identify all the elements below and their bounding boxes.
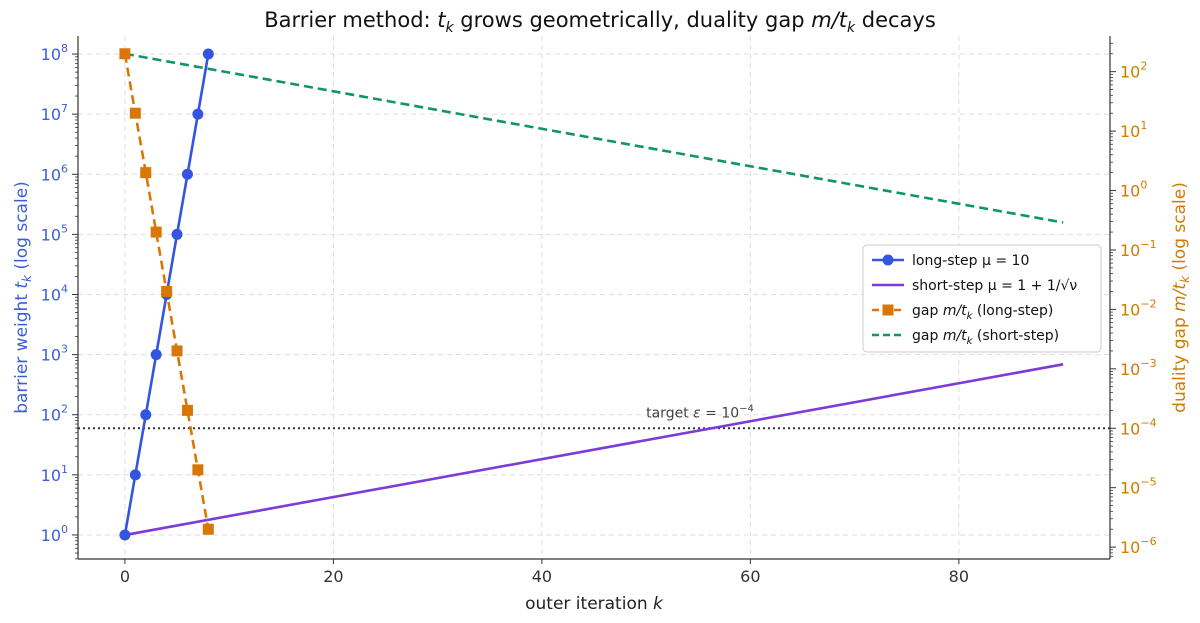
- gap-long-step-point: [140, 167, 152, 179]
- x-tick-label: 60: [740, 567, 760, 586]
- legend-marker-gap-long-step: [882, 304, 894, 316]
- gap-long-step-point: [129, 107, 141, 119]
- y-right-tick-label: 101: [1120, 119, 1147, 141]
- long-step-point: [192, 108, 204, 120]
- long-step-point: [140, 409, 152, 421]
- x-tick-label: 20: [323, 567, 343, 586]
- plot-area: target ε = 10−4: [78, 48, 1110, 541]
- y-right-tick-label: 10−1: [1120, 238, 1157, 260]
- y-right-axis-label: duality gap m/tk (log scale): [1170, 182, 1192, 413]
- y-right-tick-label: 10−6: [1120, 535, 1157, 557]
- legend-label-gap_short: gap m/tk (short-step): [912, 328, 1059, 347]
- legend: long-step μ = 10 short-step μ = 1 + 1/√ν g…: [862, 244, 1102, 353]
- y-right-tick-label: 10−5: [1120, 476, 1157, 498]
- x-tick-label: 80: [949, 567, 969, 586]
- y-left-tick-label: 103: [41, 343, 68, 365]
- gap-long-step-point: [171, 345, 183, 357]
- y-right-tick-label: 102: [1120, 60, 1147, 82]
- y-left-tick-label: 104: [41, 282, 68, 304]
- gap-long-step-point: [202, 523, 214, 535]
- labels: Barrier method: tk grows geometrically, …: [12, 8, 1192, 614]
- long-step-point: [150, 349, 162, 361]
- long-step-point: [119, 529, 131, 541]
- y-right-tick-label: 100: [1120, 179, 1147, 201]
- legend-marker-long-step: [882, 254, 894, 266]
- x-axis-label: outer iteration k: [525, 594, 664, 614]
- gap-long-step-point: [192, 464, 204, 476]
- y-left-tick-label: 101: [41, 463, 68, 485]
- legend-label-short: short-step μ = 1 + 1/√ν: [912, 278, 1077, 294]
- y-right-tick-label: 10−3: [1120, 357, 1157, 379]
- legend-box: [862, 244, 1102, 353]
- chart-title: Barrier method: tk grows geometrically, …: [264, 8, 936, 36]
- x-tick-label: 40: [532, 567, 552, 586]
- gap-long-step-point: [150, 226, 162, 238]
- long-step-point: [129, 469, 141, 481]
- long-step-point: [181, 168, 193, 180]
- legend-label-gap_long: gap m/tk (long-step): [912, 303, 1053, 322]
- gap-long-step-point: [161, 285, 173, 297]
- y-left-tick-label: 107: [41, 102, 68, 124]
- legend-label-long: long-step μ = 10: [912, 253, 1029, 269]
- series-short-step: [124, 363, 1064, 537]
- gap-long-step-point: [181, 404, 193, 416]
- y-left-tick-label: 108: [41, 42, 68, 64]
- y-left-tick-label: 105: [41, 222, 68, 244]
- y-left-axis-label: barrier weight tk (log scale): [12, 181, 34, 414]
- y-right-tick-label: 10−4: [1120, 416, 1157, 438]
- gap-long-step-point: [119, 48, 131, 60]
- axes: 0 20 40 60 80 100 101 102 103 104 105 106 107 108 10−6…: [41, 36, 1157, 586]
- y-left-tick-label: 106: [41, 162, 68, 184]
- y-left-tick-label: 100: [41, 523, 68, 545]
- x-tick-label: 0: [120, 567, 130, 586]
- series-gap-short-step: [124, 52, 1064, 224]
- long-step-point: [171, 228, 183, 240]
- long-step-point: [202, 48, 214, 60]
- target-annotation: target ε = 10−4: [646, 403, 754, 421]
- y-left-tick-label: 102: [41, 403, 68, 425]
- y-right-tick-label: 10−2: [1120, 297, 1157, 319]
